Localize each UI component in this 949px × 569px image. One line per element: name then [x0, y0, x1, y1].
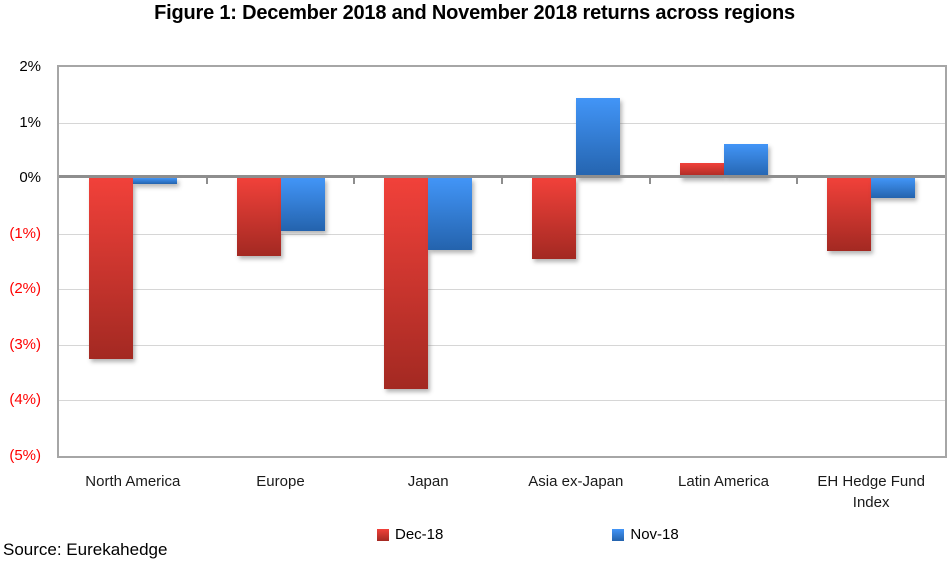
bar-dec-18-north-america — [88, 178, 133, 359]
x-category-label: Japan — [407, 473, 449, 490]
y-tick-label: (2%) — [9, 280, 41, 298]
bar-dec-18-eh-hedge-fund-index — [827, 178, 872, 251]
y-tick-label: 2% — [19, 58, 41, 75]
y-tick-label: (1%) — [9, 224, 41, 242]
bar-dec-18-europe — [236, 178, 281, 256]
chart-title: Figure 1: December 2018 and November 201… — [154, 2, 795, 24]
x-category-label: North America — [85, 473, 181, 490]
legend-item-nov-18: Nov-18 — [612, 526, 679, 543]
plot-area — [57, 65, 947, 458]
legend-item-dec-18: Dec-18 — [377, 526, 443, 543]
bar-dec-18-latin-america — [679, 162, 724, 179]
legend-swatch-icon-nov-18 — [612, 528, 625, 541]
legend-swatch-icon-dec-18 — [377, 528, 389, 541]
gridline — [59, 344, 945, 346]
x-axis-tick — [501, 178, 503, 185]
legend: Dec-18 Nov-18 — [377, 526, 679, 543]
gridline — [59, 122, 945, 124]
x-category-label: Europe — [256, 473, 305, 490]
y-tick-label: (4%) — [9, 391, 41, 409]
x-axis-tick — [796, 178, 799, 185]
source-note: Source: Eurekahedge — [3, 540, 168, 559]
legend-label: Nov-18 — [630, 526, 679, 543]
bar-dec-18-asia-ex-japan — [531, 178, 576, 259]
x-category-label: Latin America — [678, 473, 769, 490]
y-tick-label: 1% — [19, 113, 41, 131]
y-tick-label: (3%) — [9, 335, 41, 353]
bar-nov-18-latin-america — [723, 143, 768, 179]
bar-dec-18-japan — [384, 178, 429, 390]
x-category-label: EH Hedge Fund Index — [817, 473, 925, 511]
bar-nov-18-asia-ex-japan — [575, 97, 620, 179]
bar-nov-18-europe — [280, 178, 325, 231]
x-category-label: Asia ex-Japan — [528, 473, 624, 490]
x-axis-tick — [648, 178, 651, 185]
bar-nov-18-north-america — [132, 178, 177, 184]
gridline — [59, 289, 945, 291]
y-axis: 2% 1% 0% (1%) (2%) (3%) (4%) (5%) — [0, 0, 41, 569]
gridline — [59, 233, 945, 235]
legend-label: Dec-18 — [395, 526, 444, 543]
bar-nov-18-eh-hedge-fund-index — [871, 178, 916, 198]
gridline — [59, 400, 945, 402]
zero-axis-line — [59, 175, 945, 179]
y-tick-label: 0% — [19, 169, 41, 187]
x-axis-tick — [205, 178, 208, 185]
x-axis-tick — [353, 178, 356, 185]
bar-nov-18-japan — [428, 178, 473, 251]
y-tick-label: (5%) — [9, 447, 41, 464]
